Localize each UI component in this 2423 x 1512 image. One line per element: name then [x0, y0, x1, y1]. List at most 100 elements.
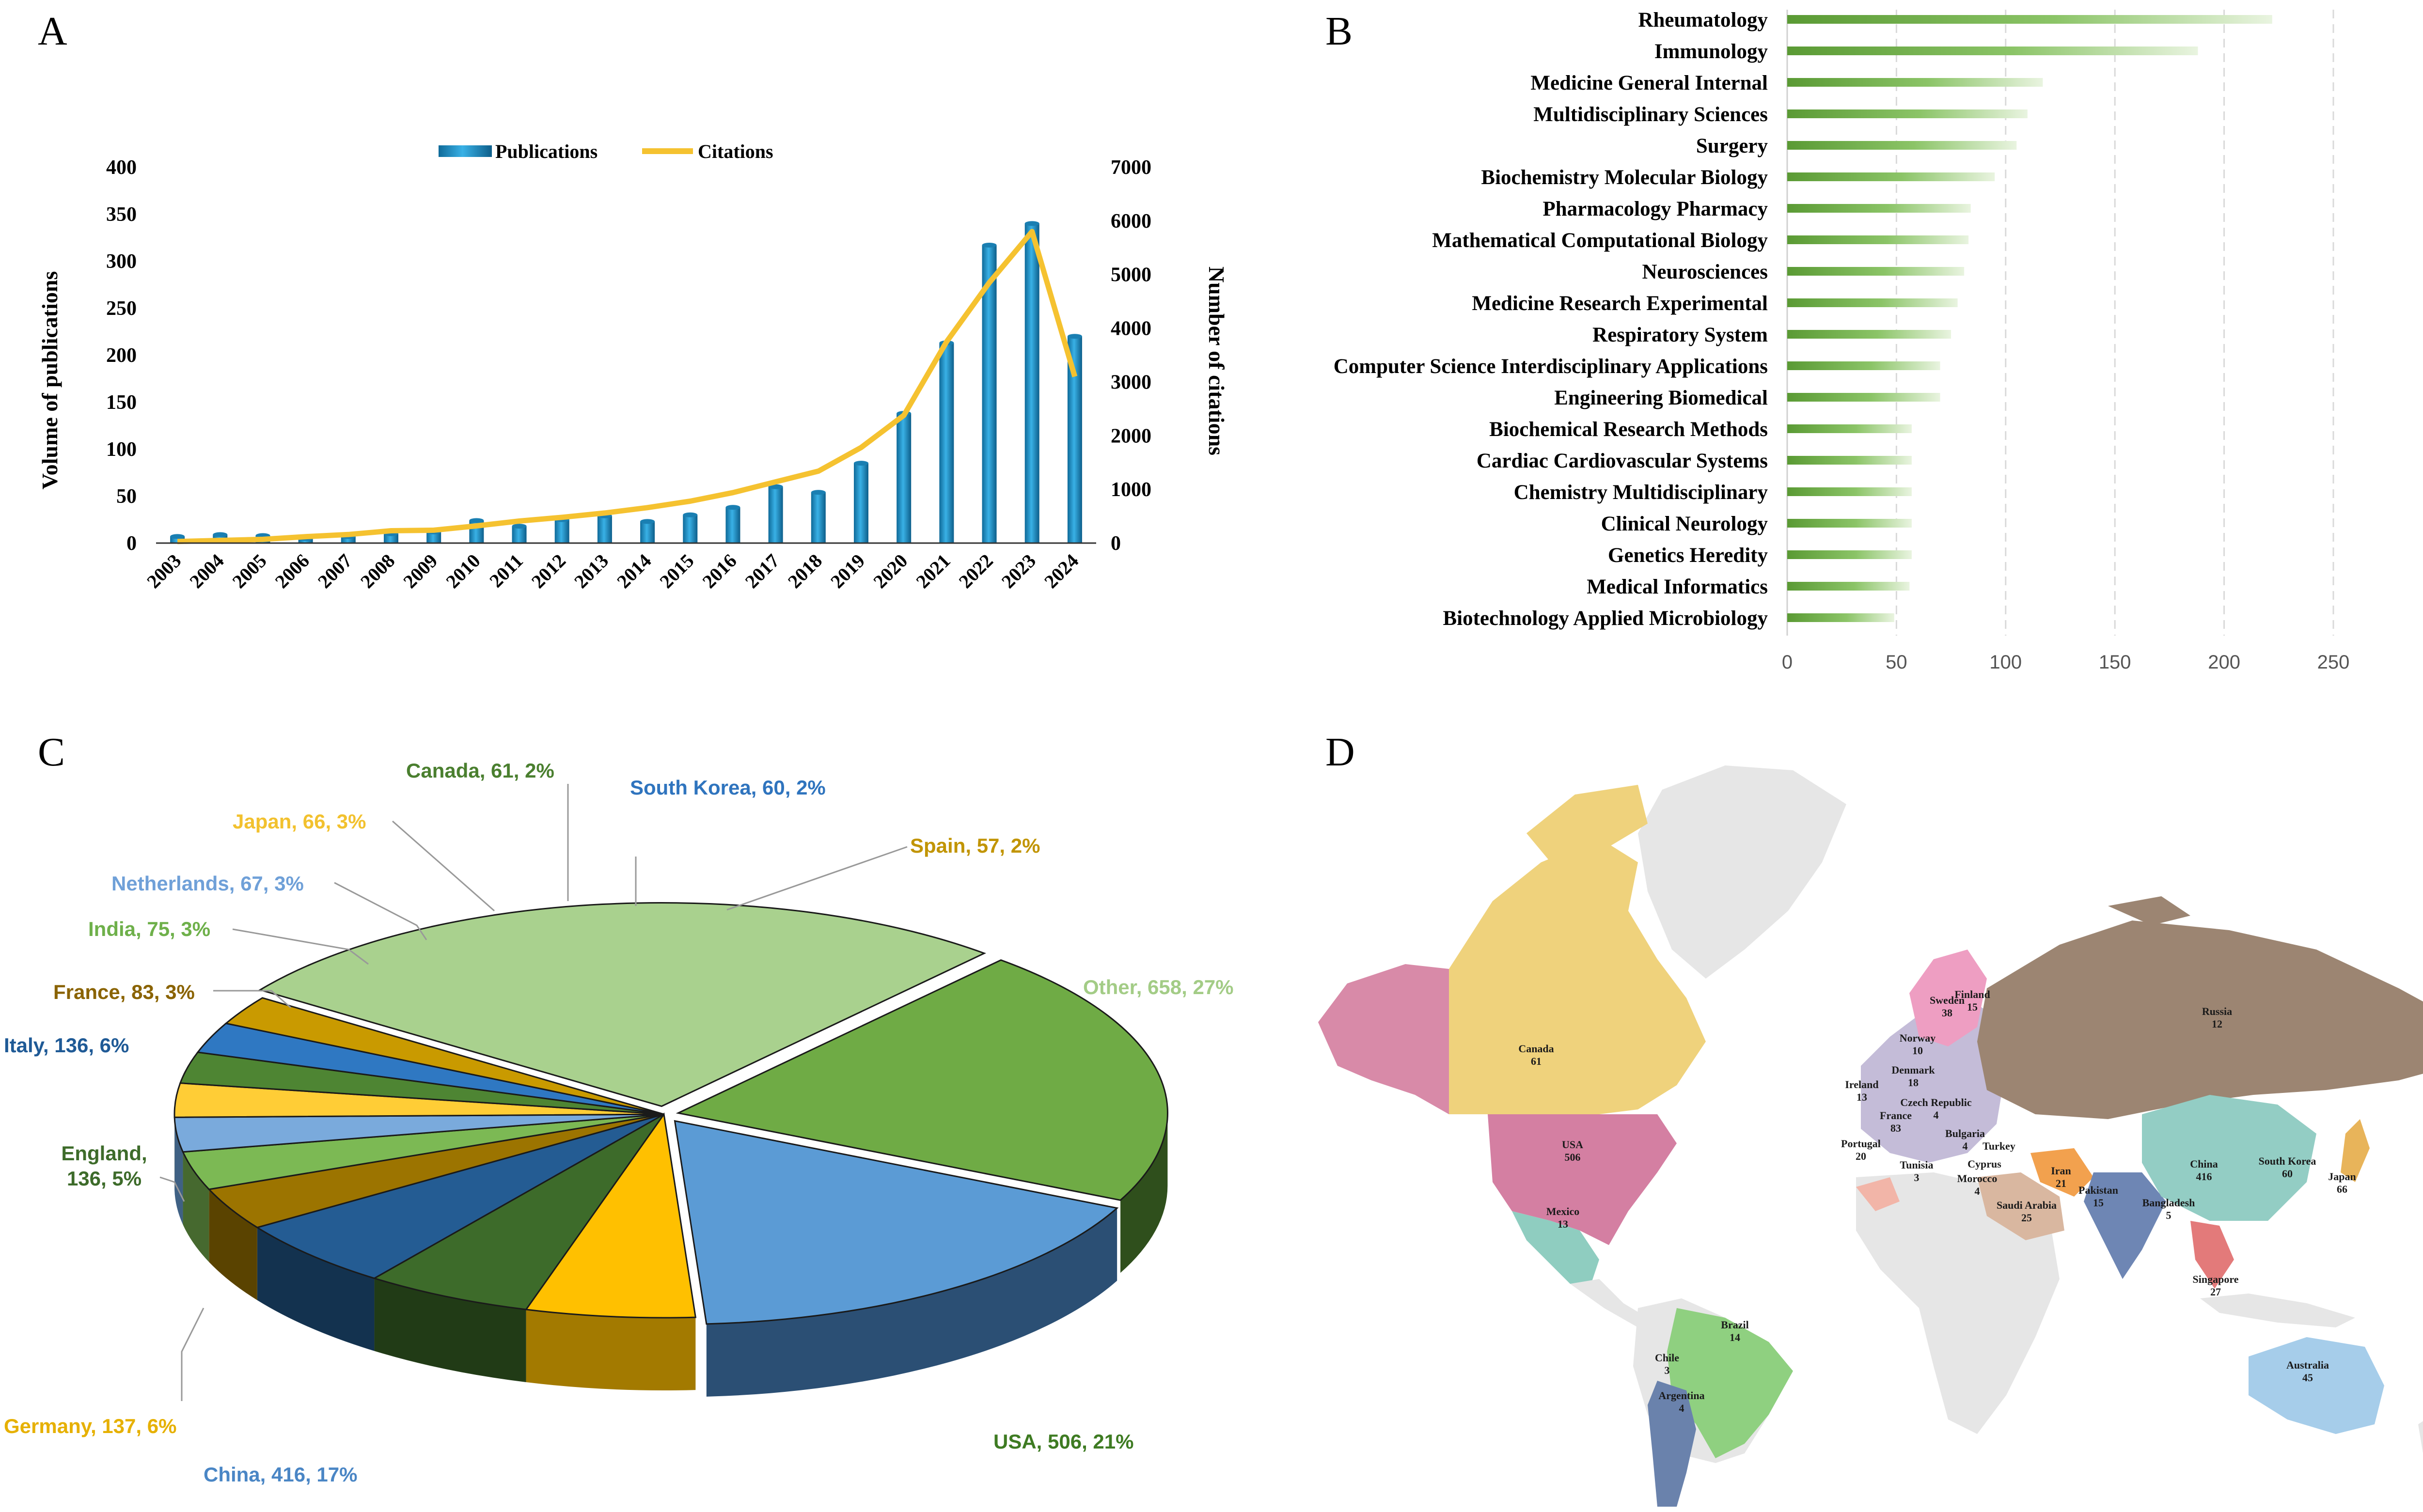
panel-b: B Rheumatology Immunology Medicine General…	[1325, 9, 2349, 673]
pie-slice	[258, 902, 987, 1107]
land-japan	[2341, 1119, 2370, 1182]
line-citations	[177, 229, 1078, 545]
bar-publications	[725, 507, 740, 543]
map-country-label: Pakistan 15	[2078, 1184, 2118, 1209]
leader-line	[159, 1176, 185, 1202]
bar-publications	[897, 413, 912, 543]
x-tick-label: 2023	[997, 550, 1040, 592]
pie-slice	[524, 1112, 697, 1319]
map-country-label: Singapore 27	[2193, 1273, 2239, 1298]
category-label: Computer Science Interdisciplinary Appli…	[1334, 355, 1768, 378]
x-tick-label: 2007	[314, 550, 356, 592]
x-tick-label: 0	[1782, 652, 1793, 673]
land-indonesia	[2200, 1294, 2355, 1327]
x-tick-label: 2013	[570, 550, 613, 592]
bar-category	[1787, 78, 2043, 87]
y2-tick-label: 7000	[1111, 156, 1151, 179]
bar-category	[1787, 109, 2028, 118]
x-tick-label: 2006	[271, 550, 314, 592]
bar-category	[1787, 330, 1951, 339]
bar-cap	[725, 505, 740, 510]
bar-publications	[426, 531, 441, 543]
map-country-label: Sweden 38	[1930, 994, 1965, 1019]
category-label: Cardiac Cardiovascular Systems	[1477, 450, 1768, 472]
land-se-asia	[2190, 1221, 2234, 1289]
y-tick-label: 50	[116, 485, 137, 508]
map-country-label: Bangladesh 5	[2142, 1197, 2195, 1221]
bar-publications	[683, 514, 698, 543]
pie-slice	[207, 1113, 664, 1229]
slice-label: Italy, 136, 6%	[4, 1034, 129, 1057]
map-country-label: China 416	[2190, 1158, 2218, 1183]
map-country-label: Argentina 4	[1658, 1389, 1704, 1414]
map-country-label: Australia 45	[2286, 1359, 2329, 1384]
x-tick-label: 2021	[912, 550, 954, 592]
map-country-label: Morocco 4	[1957, 1172, 1998, 1197]
panel-label-d: D	[1325, 730, 1355, 775]
slice-label: Japan, 66, 3%	[233, 810, 366, 833]
bar-category	[1787, 613, 1894, 622]
land-mexico	[1512, 1211, 1599, 1289]
bar-cap	[469, 518, 484, 523]
bar-category	[1787, 361, 1940, 370]
pie-slice-side	[209, 1189, 257, 1300]
map-country-label: Denmark 18	[1891, 1064, 1935, 1089]
panel-d: D	[1318, 730, 2423, 1507]
land-maghreb	[1856, 1177, 1900, 1211]
x-tick-label: 2009	[399, 550, 441, 592]
map-country-label: Tunisia 3	[1900, 1159, 1934, 1184]
x-tick-label: 50	[1886, 652, 1907, 673]
land-europe	[1861, 998, 2006, 1163]
bar-category	[1787, 204, 1971, 213]
slice-label: France, 83, 3%	[53, 981, 195, 1003]
x-tick-label: 2004	[185, 550, 228, 592]
category-label: Clinical Neurology	[1601, 513, 1768, 535]
land-greenland	[1638, 765, 1846, 979]
map-country-label: Chile 3	[1655, 1352, 1679, 1376]
bar-cap	[1067, 334, 1082, 339]
bar-cap	[683, 512, 698, 517]
map-country-label: Turkey	[1982, 1140, 2015, 1152]
panel-label-b: B	[1325, 9, 1353, 54]
land-brazil	[1667, 1308, 1793, 1458]
y-tick-label: 400	[106, 156, 137, 179]
panel-a: A Publications Citations Volume of publi…	[37, 9, 1229, 592]
x-tick-label: 2012	[527, 550, 570, 592]
y2-tick-label: 2000	[1111, 425, 1151, 447]
map-country-label: Ireland 13	[1845, 1078, 1878, 1103]
category-label: Mathematical Computational Biology	[1432, 229, 1768, 252]
x-tick-label: 2018	[784, 550, 826, 592]
bar-category	[1787, 172, 1995, 181]
land-australia	[2249, 1337, 2384, 1434]
x-tick-label: 2019	[826, 550, 869, 592]
panel-c: C USA, 506, 21% China, 416, 17% Germany, 1…	[4, 730, 1234, 1486]
bar-publications	[554, 519, 569, 543]
y-axis-title-a: Volume of publications	[37, 271, 62, 490]
map-country-label: Mexico 13	[1546, 1205, 1579, 1230]
pie-slice	[255, 1113, 664, 1279]
slice-label: Netherlands, 67, 3%	[111, 872, 304, 895]
bar-publications	[512, 526, 527, 543]
x-tick-label: 2017	[741, 550, 784, 592]
map-country-label: Cyprus	[1967, 1158, 2001, 1170]
land-canada-islands	[1526, 785, 1648, 862]
bar-category	[1787, 550, 1912, 559]
land-russia	[1977, 920, 2423, 1119]
category-label: Pharmacology Pharmacy	[1542, 198, 1768, 220]
leader-line	[232, 928, 369, 965]
slice-label: Other, 658, 27%	[1083, 976, 1234, 998]
bar-publications	[982, 245, 997, 543]
panel-label-c: C	[38, 730, 65, 775]
category-label: Chemistry Multidisciplinary	[1514, 481, 1768, 504]
y-tick-label: 250	[106, 297, 137, 320]
land-argentina	[1648, 1381, 1696, 1507]
bar-publications	[597, 515, 612, 543]
land-scandinavia	[1909, 950, 1987, 1046]
map-country-label: Portugal 20	[1841, 1138, 1881, 1162]
bar-cap	[1024, 221, 1039, 226]
map-country-label: Iran 21	[2051, 1165, 2071, 1189]
category-label: Biochemical Research Methods	[1489, 418, 1768, 441]
x-tick-label: 200	[2208, 652, 2240, 673]
bar-cap	[854, 461, 868, 466]
pie-slice	[676, 959, 1168, 1201]
